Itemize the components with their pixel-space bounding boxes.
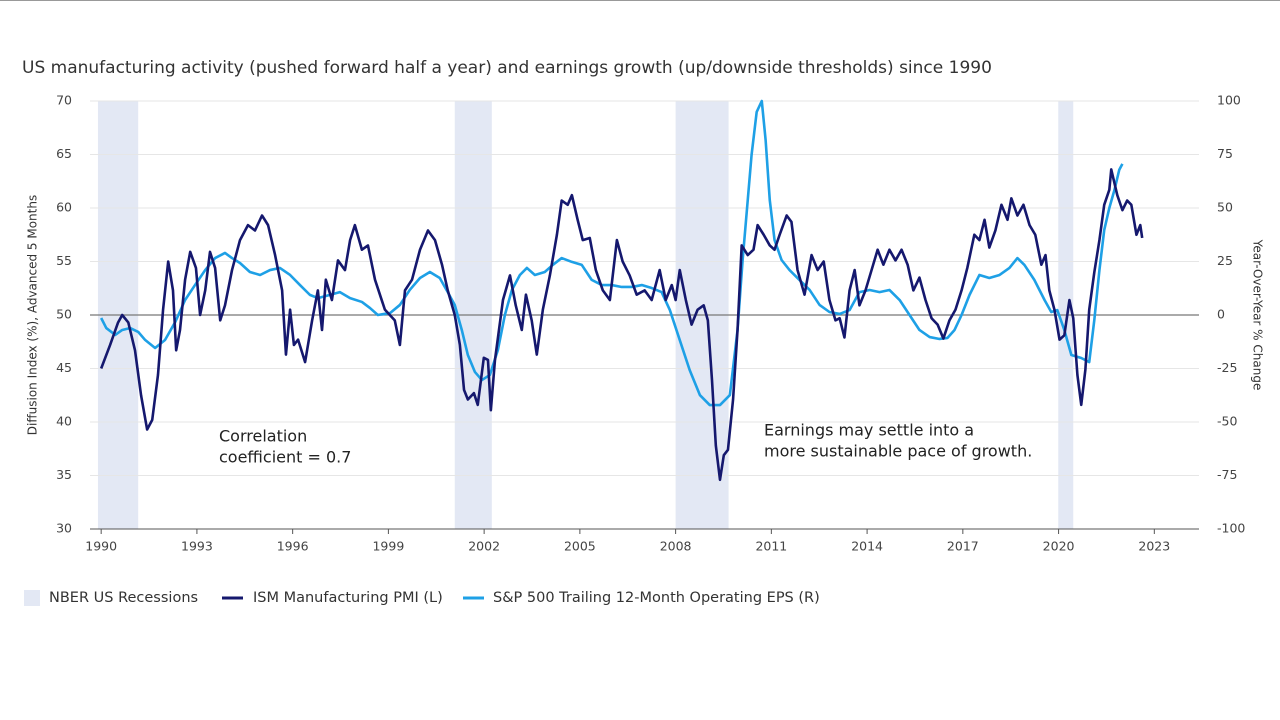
y-tick-label: 65 [56,146,72,161]
y2-tick-label: -25 [1217,360,1237,375]
annotation: more sustainable pace of growth. [764,442,1032,461]
grid-layer [90,100,1199,534]
legend-label: S&P 500 Trailing 12-Month Operating EPS … [493,590,820,606]
x-tick-label: 2011 [755,539,787,554]
x-tick-label: 2005 [564,539,596,554]
y2-tick-label: 75 [1217,146,1233,161]
x-tick-label: 1990 [85,539,117,554]
y2-tick-label: 100 [1217,93,1241,108]
legend-label: NBER US Recessions [49,590,198,606]
x-tick-label: 1999 [372,539,404,554]
y-tick-label: 50 [56,307,72,322]
legend-label: ISM Manufacturing PMI (L) [253,590,443,606]
y-tick-label: 70 [56,93,72,108]
series-line [99,168,1144,482]
y-tick-label: 45 [56,360,72,375]
x-tick-label: 1993 [181,539,213,554]
legend-swatch [24,590,40,606]
x-tick-label: 1996 [277,539,309,554]
y-tick-label: 55 [56,253,72,268]
y-tick-label: 30 [56,521,72,536]
x-tick-label: 2002 [468,539,500,554]
x-tick-label: 2008 [660,539,692,554]
series-layer [90,99,1199,482]
y2-tick-label: 0 [1217,307,1225,322]
y2-tick-label: 50 [1217,200,1233,215]
label-layer: 30 35 40 45 50 55 60 65 70 -100 -75 -50 -25 0 25 50 75 10… [24,93,1245,606]
y-tick-label: 40 [56,414,72,429]
y-tick-label: 35 [56,467,72,482]
y2-tick-label: 25 [1217,253,1233,268]
x-tick-label: 2017 [947,539,979,554]
y2-tick-label: -50 [1217,414,1237,429]
y-axis-title: Diffusion Index (%), Advanced 5 Months [26,195,40,435]
annotation: coefficient = 0.7 [219,448,351,467]
y2-axis-title: Year-Over-Year % Change [1251,239,1265,391]
y-tick-label: 60 [56,200,72,215]
x-tick-label: 2014 [851,539,883,554]
annotation: Earnings may settle into a [764,421,974,440]
y2-tick-label: -75 [1217,467,1237,482]
x-tick-label: 2020 [1043,539,1075,554]
x-tick-label: 2023 [1138,539,1170,554]
y2-tick-label: -100 [1217,521,1245,536]
annotation: Correlation [219,427,307,446]
series-line [100,99,1124,407]
chart-title: US manufacturing activity (pushed forwar… [22,58,992,78]
